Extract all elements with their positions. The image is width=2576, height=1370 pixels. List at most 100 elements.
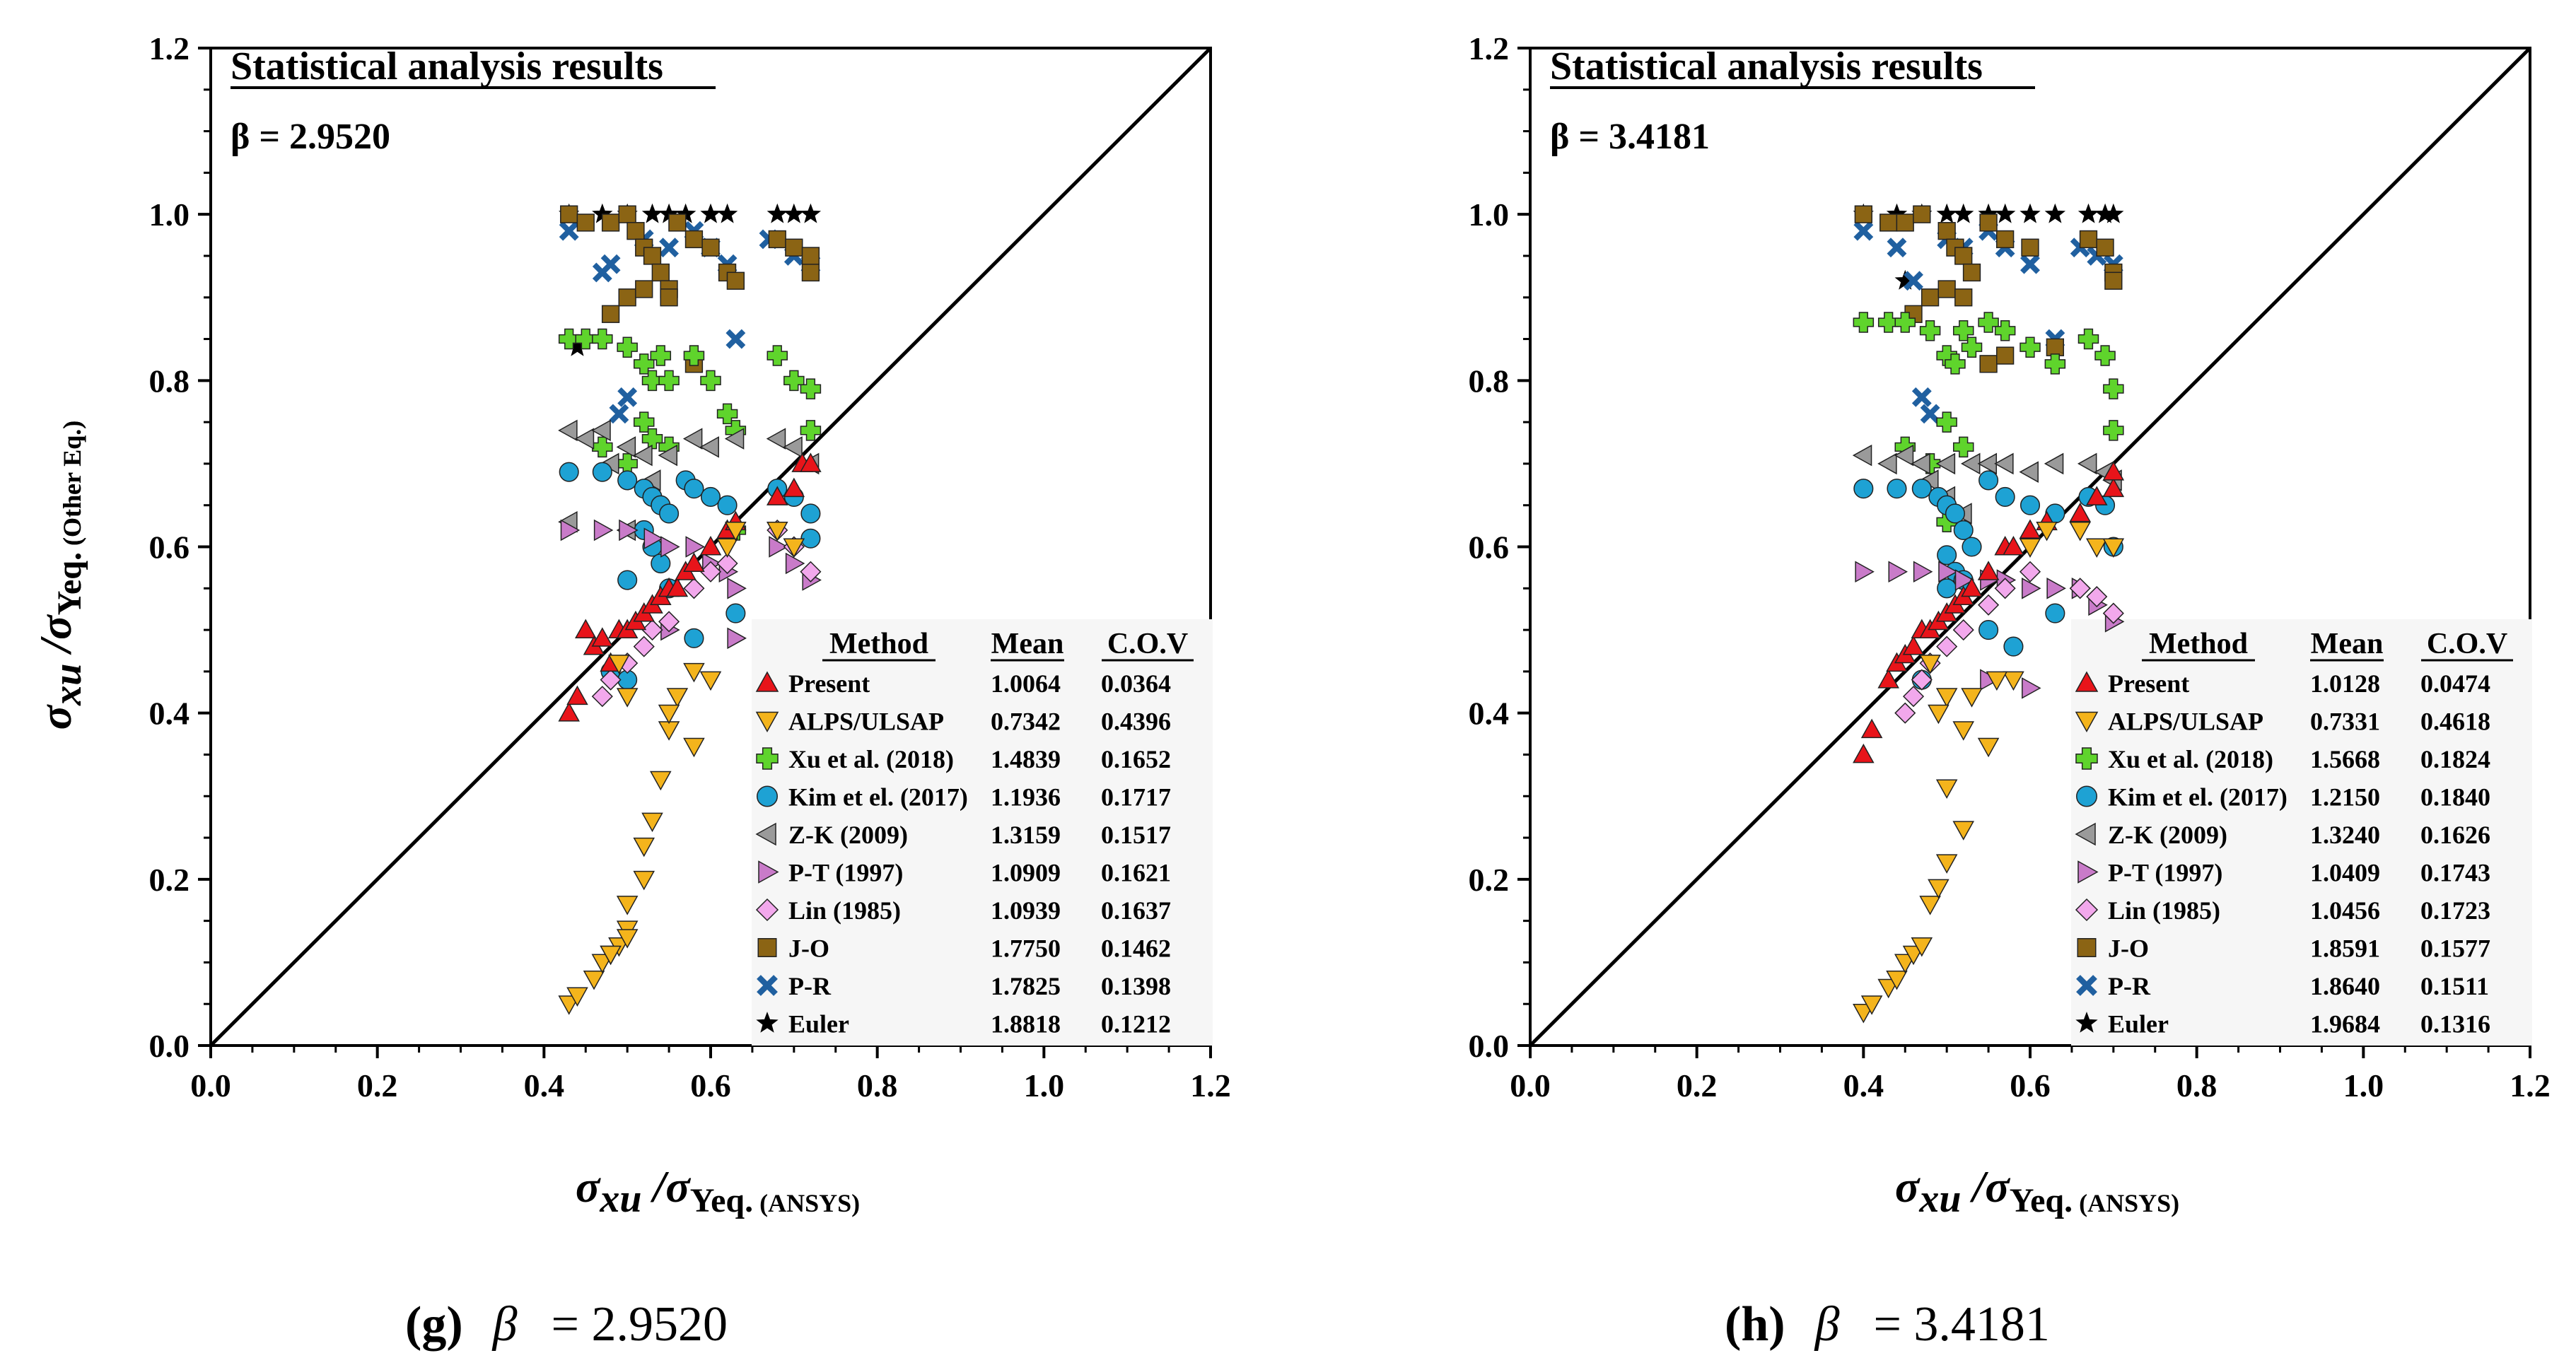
axis-label-part: /σ	[30, 614, 81, 664]
legend-mean: 1.0128	[2310, 669, 2380, 698]
caption-beta-symbol: β	[491, 1297, 518, 1352]
data-point	[783, 203, 805, 223]
y-tick-label: 0.8	[1469, 363, 1510, 399]
data-point	[725, 603, 746, 623]
legend-mean: 1.0939	[991, 896, 1061, 925]
data-point	[2020, 203, 2041, 223]
legend-mean: 1.8818	[991, 1010, 1061, 1038]
legend-row-xu-et-al-2018: Xu et al. (2018) 1.4839 0.1652	[756, 745, 1171, 773]
data-point	[767, 345, 788, 366]
legend-marker	[2075, 1012, 2098, 1033]
data-point	[608, 655, 630, 674]
data-point	[560, 519, 581, 541]
legend-cov: 0.1637	[1101, 896, 1171, 925]
data-point	[633, 870, 655, 891]
data-point	[716, 203, 738, 223]
data-point	[558, 419, 578, 442]
legend-box	[752, 619, 1213, 1046]
data-point	[1935, 854, 1958, 874]
data-point	[683, 578, 705, 599]
data-point	[685, 536, 705, 558]
legend-marker	[758, 860, 779, 884]
legend-marker	[755, 671, 779, 692]
data-point	[683, 737, 705, 758]
data-point	[1853, 479, 1874, 499]
data-point	[2003, 636, 2024, 657]
data-point	[1937, 280, 1956, 298]
data-point	[768, 230, 786, 249]
caption-tag-close: )	[1768, 1297, 1785, 1352]
data-point	[583, 970, 605, 990]
legend-cov: 0.1840	[2420, 783, 2490, 812]
data-point	[1911, 479, 1932, 499]
data-point	[1854, 205, 1872, 223]
data-point	[643, 527, 664, 550]
data-point	[1954, 569, 1975, 591]
data-point	[1894, 702, 1916, 724]
series-alps-ulsap	[558, 522, 805, 1015]
legend-method: J-O	[2108, 935, 2149, 963]
data-point	[716, 538, 738, 558]
data-point	[1935, 452, 1956, 475]
data-point	[769, 536, 788, 558]
caption-beta-value: = 3.4181	[1873, 1297, 2049, 1352]
data-point	[766, 428, 786, 450]
data-point	[1904, 271, 1923, 291]
x-tick-label: 0.4	[1843, 1067, 1884, 1103]
data-point	[1952, 436, 1974, 458]
legend-method: ALPS/ULSAP	[788, 708, 944, 736]
data-point	[767, 203, 788, 223]
data-point	[1953, 203, 1974, 223]
legend-marker	[2077, 860, 2099, 884]
legend-mean: 1.8591	[2310, 935, 2380, 963]
caption-tag-close: )	[446, 1297, 462, 1352]
axis-label-part: (ANSYS)	[2073, 1189, 2179, 1217]
data-point	[1994, 452, 2014, 475]
legend-method: J-O	[788, 935, 829, 963]
data-point	[641, 428, 663, 450]
axis-label-part: xu	[46, 664, 90, 706]
data-point	[800, 420, 822, 441]
legend-marker	[757, 938, 777, 957]
data-point	[609, 404, 629, 424]
y-tick-label: 0.2	[149, 862, 190, 898]
legend-row-euler: Euler 1.9684 0.1316	[2075, 1010, 2490, 1038]
legend-mean: 1.0456	[2310, 896, 2380, 925]
legend-method: Z-K (2009)	[2108, 821, 2227, 849]
panel-caption: (h) β = 3.4181	[1725, 1297, 2050, 1352]
data-point	[684, 230, 704, 249]
data-point	[1921, 288, 1940, 307]
axis-label-part: /σ	[642, 1161, 692, 1212]
legend-row-present: Present 1.0064 0.0364	[755, 669, 1171, 698]
legend-method: Euler	[2108, 1010, 2169, 1038]
data-point	[726, 271, 745, 290]
axis-label-part: Yeq.	[51, 552, 88, 615]
legend-header-mean: Mean	[2311, 628, 2384, 660]
legend-marker	[755, 711, 779, 733]
legend-marker	[756, 747, 779, 770]
data-point	[2085, 486, 2108, 505]
legend-marker	[755, 898, 779, 922]
axis-label-part: (Other Eq.)	[58, 421, 86, 552]
data-point	[1853, 221, 1874, 241]
data-point	[1919, 896, 1941, 915]
data-point	[1896, 213, 1914, 232]
legend-header-method: Method	[2149, 628, 2248, 660]
data-point	[1945, 353, 1966, 375]
data-point	[576, 213, 595, 232]
axis-label-part: σ	[30, 704, 81, 730]
axis-label-part: /σ	[30, 614, 81, 664]
data-point	[800, 503, 821, 524]
series-present	[558, 452, 822, 722]
data-point	[2079, 230, 2098, 249]
legend-marker	[755, 822, 776, 846]
data-point	[1894, 444, 1914, 467]
data-point	[641, 203, 663, 223]
y-tick-label: 1.2	[149, 30, 190, 66]
legend-row-p-t-1997: P-T (1997) 1.0909 0.1621	[758, 859, 1171, 887]
data-point	[591, 686, 613, 708]
data-point	[660, 288, 678, 307]
data-point	[682, 428, 703, 450]
data-point	[593, 519, 614, 541]
axis-label-part: σ	[30, 704, 81, 730]
